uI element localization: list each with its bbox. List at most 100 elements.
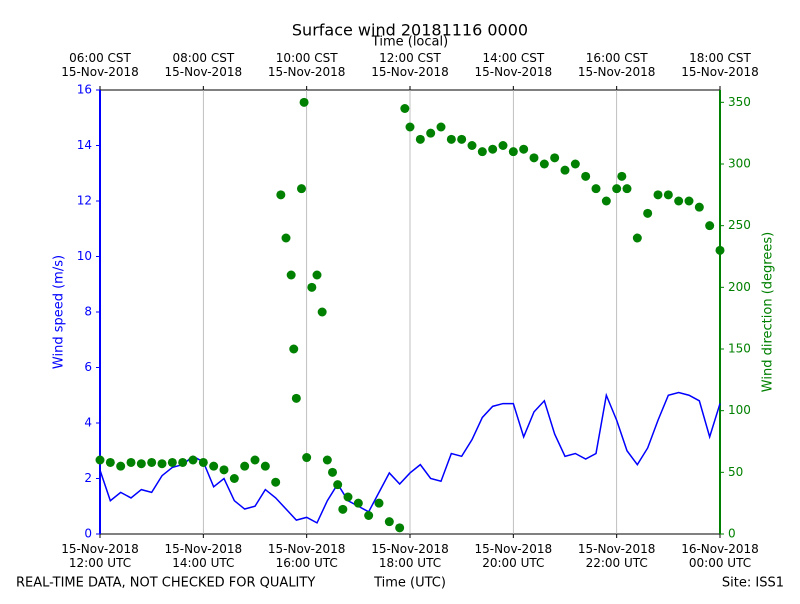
direction-point: [167, 457, 177, 467]
x-axis-label: Time (UTC): [373, 576, 446, 591]
direction-point: [643, 208, 653, 218]
direction-point: [364, 511, 374, 520]
direction-point: [570, 159, 580, 169]
y-tick-label: 4: [84, 416, 92, 430]
x2-tick-label: 18:00 CST 15-Nov-2018: [681, 51, 759, 79]
x2-tick-label: 08:00 CST 15-Nov-2018: [165, 51, 243, 79]
direction-point: [384, 517, 394, 527]
direction-point: [136, 459, 146, 469]
y2-tick-label: 200: [728, 280, 751, 294]
direction-point: [343, 492, 353, 502]
y2-tick-label: 350: [728, 95, 751, 109]
y2-tick-label: 150: [728, 342, 751, 356]
direction-point: [467, 141, 477, 150]
direction-point: [529, 153, 539, 163]
direction-point: [312, 270, 322, 280]
x2-tick-label: 10:00 CST 15-Nov-2018: [268, 51, 346, 79]
x2-tick-label: 12:00 CST 15-Nov-2018: [371, 51, 449, 79]
direction-point: [601, 196, 611, 206]
footer-note: REAL-TIME DATA, NOT CHECKED FOR QUALITY: [16, 576, 315, 591]
direction-point: [446, 134, 456, 144]
direction-point: [250, 455, 260, 465]
x2-tick-label: 16:00 CST 15-Nov-2018: [578, 51, 656, 79]
footer-site: Site: ISS1: [722, 576, 784, 591]
direction-point: [581, 171, 591, 181]
direction-point: [317, 307, 327, 317]
direction-point: [477, 147, 487, 157]
direction-point: [105, 457, 115, 467]
x-tick-label: 15-Nov-2018 14:00 UTC: [165, 542, 243, 570]
direction-point: [622, 184, 632, 194]
direction-point: [715, 245, 725, 255]
direction-point: [374, 498, 384, 508]
direction-point: [591, 184, 601, 194]
direction-point: [116, 461, 126, 471]
direction-point: [539, 159, 549, 169]
direction-point: [322, 455, 332, 465]
y-tick-label: 14: [77, 138, 92, 152]
direction-point: [617, 171, 627, 181]
x2-axis-label: Time (local): [371, 35, 448, 50]
direction-point: [405, 122, 415, 132]
x2-tick-label: 14:00 CST 15-Nov-2018: [475, 51, 553, 79]
direction-point: [333, 480, 343, 490]
direction-point: [95, 455, 105, 465]
x2-tick-label: 06:00 CST 15-Nov-2018: [61, 51, 139, 79]
y2-tick-label: 50: [728, 465, 743, 479]
direction-point: [653, 190, 663, 200]
direction-point: [338, 504, 348, 514]
x-tick-label: 15-Nov-2018 16:00 UTC: [268, 542, 346, 570]
direction-point: [188, 455, 198, 465]
x-tick-label: 15-Nov-2018 12:00 UTC: [61, 542, 139, 570]
y2-tick-label: 100: [728, 403, 751, 417]
direction-point: [271, 477, 281, 487]
direction-point: [395, 523, 405, 533]
direction-point: [415, 134, 425, 144]
direction-point: [307, 282, 317, 292]
direction-point: [209, 461, 219, 471]
direction-point: [663, 190, 673, 200]
direction-point: [684, 196, 694, 206]
direction-point: [498, 141, 508, 150]
direction-point: [198, 457, 208, 467]
direction-point: [508, 147, 518, 157]
y2-tick-label: 300: [728, 157, 751, 171]
direction-point: [147, 457, 157, 467]
y-tick-label: 2: [84, 471, 92, 485]
y-tick-label: 16: [77, 83, 92, 97]
y2-tick-label: 0: [728, 527, 736, 541]
y-axis-label: Wind speed (m/s): [52, 255, 67, 369]
direction-point: [291, 393, 301, 403]
direction-point: [488, 144, 498, 154]
chart-title: Surface wind 20181116 0000: [292, 21, 528, 40]
direction-point: [302, 453, 312, 463]
y-tick-label: 6: [84, 360, 92, 374]
y2-axis-label: Wind direction (degrees): [761, 232, 776, 392]
direction-point: [550, 153, 560, 163]
direction-point: [328, 467, 337, 477]
direction-point: [457, 134, 467, 144]
direction-point: [260, 461, 270, 471]
direction-point: [297, 184, 306, 194]
direction-point: [674, 196, 684, 206]
direction-point: [519, 144, 529, 154]
y-tick-label: 0: [84, 527, 92, 541]
direction-point: [705, 221, 715, 231]
direction-point: [219, 465, 229, 475]
y-tick-label: 12: [77, 194, 92, 208]
y-tick-label: 10: [77, 249, 92, 263]
x-tick-label: 15-Nov-2018 22:00 UTC: [578, 542, 656, 570]
direction-point: [178, 457, 188, 467]
x-tick-label: 15-Nov-2018 20:00 UTC: [475, 542, 553, 570]
direction-point: [612, 184, 622, 194]
direction-point: [436, 122, 446, 132]
y-tick-label: 8: [84, 305, 92, 319]
direction-point: [240, 461, 250, 471]
y2-tick-label: 250: [728, 218, 751, 232]
direction-point: [157, 459, 167, 469]
direction-point: [426, 128, 436, 138]
direction-point: [229, 474, 239, 483]
direction-point: [126, 457, 136, 467]
direction-point: [276, 190, 286, 200]
